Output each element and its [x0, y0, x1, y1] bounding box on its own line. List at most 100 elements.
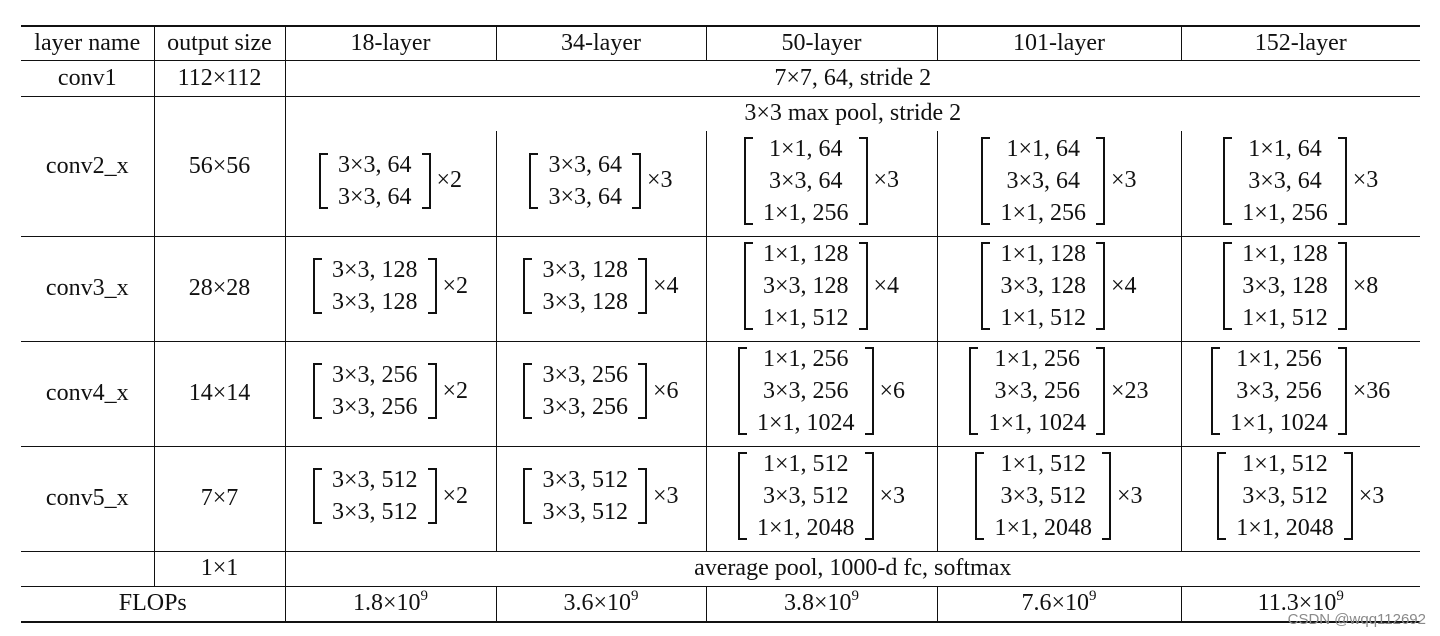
bracket-block: 3×3, 64 3×3, 64 ×2 — [318, 149, 463, 213]
right-bracket — [632, 152, 641, 209]
conv4_x-101-layer-cell: 1×1, 256 3×3, 256 1×1, 1024 ×23 — [937, 340, 1182, 446]
block-layer-line: 3×3, 512 — [762, 483, 849, 509]
pool-row: conv2_x 56×56 3×3 max pool, stride 2 — [21, 95, 1420, 236]
conv5_x-34-layer-cell: 3×3, 512 3×3, 512 ×3 — [496, 445, 707, 551]
right-bracket — [1096, 136, 1105, 225]
header-layer-name: layer name — [21, 25, 155, 60]
conv3_x-50-layer-cell: 1×1, 128 3×3, 128 1×1, 512 ×4 — [706, 235, 938, 341]
bracket-block: 1×1, 256 3×3, 256 1×1, 1024 ×23 — [969, 343, 1149, 439]
block-layer-line: 1×1, 2048 — [756, 515, 855, 541]
conv4_x-row: conv4_x 14×14 3×3, 256 3×3, 256 ×2 3×3, 256 3×… — [21, 340, 1420, 446]
block-layer-line: 3×3, 512 — [1000, 483, 1086, 509]
block-layer-line: 1×1, 256 — [1242, 199, 1328, 226]
left-bracket — [312, 468, 322, 524]
conv5_x-output-size: 7×7 — [154, 445, 286, 551]
block-layer-line: 3×3, 512 — [542, 467, 628, 493]
block-multiplier: ×4 — [1111, 272, 1137, 299]
right-bracket — [858, 242, 868, 330]
watermark: CSDN @wqq112692 — [1287, 611, 1426, 628]
conv2_x-152-layer-cell: 1×1, 64 3×3, 64 1×1, 256 ×3 — [1181, 131, 1420, 236]
block-layer-line: 1×1, 256 — [1236, 346, 1322, 372]
left-bracket — [1223, 136, 1233, 225]
flops-mantissa: 7.6×10 — [1021, 590, 1090, 617]
right-bracket — [638, 258, 647, 314]
conv2_x-output-size: 56×56 — [154, 95, 286, 236]
conv3_x-101-layer-cell: 1×1, 128 3×3, 128 1×1, 512 ×4 — [937, 235, 1182, 341]
final-row: 1×1 average pool, 1000-d fc, softmax — [21, 550, 1420, 586]
bracket-block: 1×1, 64 3×3, 64 1×1, 256 ×3 — [1223, 133, 1378, 229]
block-layer-line: 3×3, 128 — [331, 257, 418, 283]
block-layer-line: 3×3, 64 — [337, 151, 412, 178]
conv3_x-name: conv3_x — [21, 235, 155, 341]
block-layer-line: 1×1, 128 — [1242, 241, 1328, 267]
bracket-block: 1×1, 128 3×3, 128 1×1, 512 ×4 — [981, 238, 1137, 334]
block-layer-line: 1×1, 64 — [1248, 135, 1322, 162]
conv2_x-50-layer-cell: 1×1, 64 3×3, 64 1×1, 256 ×3 — [706, 131, 938, 236]
block-multiplier: ×3 — [1111, 167, 1137, 194]
block-multiplier: ×4 — [653, 272, 679, 299]
conv3_x-row: conv3_x 28×28 3×3, 128 3×3, 128 ×2 3×3, 128 3×… — [21, 235, 1420, 341]
left-bracket — [523, 363, 533, 419]
conv2_x-name: conv2_x — [21, 95, 155, 236]
block-layer-line: 3×3, 512 — [542, 499, 628, 525]
block-layer-line: 1×1, 64 — [768, 135, 843, 162]
block-multiplier: ×3 — [1352, 167, 1379, 194]
bracket-block: 3×3, 64 3×3, 64 ×3 — [529, 149, 673, 213]
block-lines: 1×1, 64 3×3, 64 1×1, 256 — [1000, 133, 1086, 229]
block-layer-line: 3×3, 512 — [1242, 483, 1328, 509]
block-layer-line: 3×3, 256 — [1236, 378, 1322, 404]
conv5_x-name: conv5_x — [21, 445, 155, 551]
block-lines: 3×3, 512 3×3, 512 — [542, 464, 628, 528]
left-bracket — [969, 347, 979, 435]
conv4_x-34-layer-cell: 3×3, 256 3×3, 256 ×6 — [496, 340, 707, 446]
final-output-size: 1×1 — [154, 550, 286, 586]
right-bracket — [1096, 242, 1105, 330]
conv2_x-blocks-row: 3×3, 64 3×3, 64 ×2 3×3, 64 3×3, 64 ×3 1×1, 64 3… — [21, 131, 1420, 236]
header-101-layer: 101-layer — [937, 25, 1182, 60]
max-pool-spec: 3×3 max pool, stride 2 — [285, 95, 1420, 131]
bracket-block: 1×1, 128 3×3, 128 1×1, 512 ×4 — [743, 238, 899, 334]
resnet-architecture-table: layer name output size 18-layer 34-layer… — [21, 25, 1420, 623]
bracket-block: 1×1, 128 3×3, 128 1×1, 512 ×8 — [1223, 238, 1378, 334]
block-layer-line: 3×3, 256 — [542, 362, 628, 388]
left-bracket — [737, 347, 747, 435]
block-multiplier: ×2 — [436, 167, 463, 194]
block-layer-line: 3×3, 256 — [762, 378, 849, 404]
block-layer-line: 3×3, 64 — [768, 167, 843, 194]
bracket-block: 1×1, 512 3×3, 512 1×1, 2048 ×3 — [737, 448, 906, 544]
block-multiplier: ×3 — [653, 482, 679, 509]
conv5_x-152-layer-cell: 1×1, 512 3×3, 512 1×1, 2048 ×3 — [1181, 445, 1420, 551]
block-layer-line: 3×3, 128 — [1000, 273, 1086, 299]
conv4_x-152-layer-cell: 1×1, 256 3×3, 256 1×1, 1024 ×36 — [1181, 340, 1420, 446]
header-152-layer: 152-layer — [1181, 25, 1420, 60]
block-lines: 1×1, 512 3×3, 512 1×1, 2048 — [1236, 448, 1334, 544]
block-layer-line: 3×3, 64 — [1248, 167, 1322, 194]
block-layer-line: 3×3, 128 — [762, 273, 849, 299]
flops-50-layer: 3.8×109 — [706, 585, 938, 623]
block-layer-line: 3×3, 64 — [548, 151, 622, 178]
header-34-layer: 34-layer — [496, 25, 707, 60]
flops-exponent: 9 — [851, 588, 860, 605]
block-lines: 3×3, 256 3×3, 256 — [332, 359, 418, 423]
block-layer-line: 3×3, 64 — [548, 183, 622, 210]
right-bracket — [638, 468, 647, 524]
flops-18-layer: 1.8×109 — [285, 585, 497, 623]
block-lines: 3×3, 64 3×3, 64 — [548, 149, 622, 213]
block-multiplier: ×2 — [442, 482, 469, 509]
block-multiplier: ×3 — [879, 482, 906, 509]
conv3_x-34-layer-cell: 3×3, 128 3×3, 128 ×4 — [496, 235, 707, 341]
block-layer-line: 1×1, 512 — [1000, 451, 1086, 477]
block-multiplier: ×36 — [1352, 377, 1391, 404]
block-lines: 3×3, 128 3×3, 128 — [542, 254, 628, 318]
conv5_x-row: conv5_x 7×7 3×3, 512 3×3, 512 ×2 3×3, 512 3×3,… — [21, 445, 1420, 551]
left-bracket — [743, 136, 753, 225]
block-multiplier: ×8 — [1352, 272, 1379, 299]
block-lines: 1×1, 256 3×3, 256 1×1, 1024 — [1230, 343, 1328, 439]
right-bracket — [1102, 452, 1111, 540]
block-lines: 1×1, 512 3×3, 512 1×1, 2048 — [994, 448, 1092, 544]
block-multiplier: ×3 — [1358, 482, 1385, 509]
block-multiplier: ×6 — [879, 377, 906, 404]
block-lines: 1×1, 256 3×3, 256 1×1, 1024 — [988, 343, 1086, 439]
conv3_x-152-layer-cell: 1×1, 128 3×3, 128 1×1, 512 ×8 — [1181, 235, 1420, 341]
block-multiplier: ×3 — [1117, 482, 1143, 509]
